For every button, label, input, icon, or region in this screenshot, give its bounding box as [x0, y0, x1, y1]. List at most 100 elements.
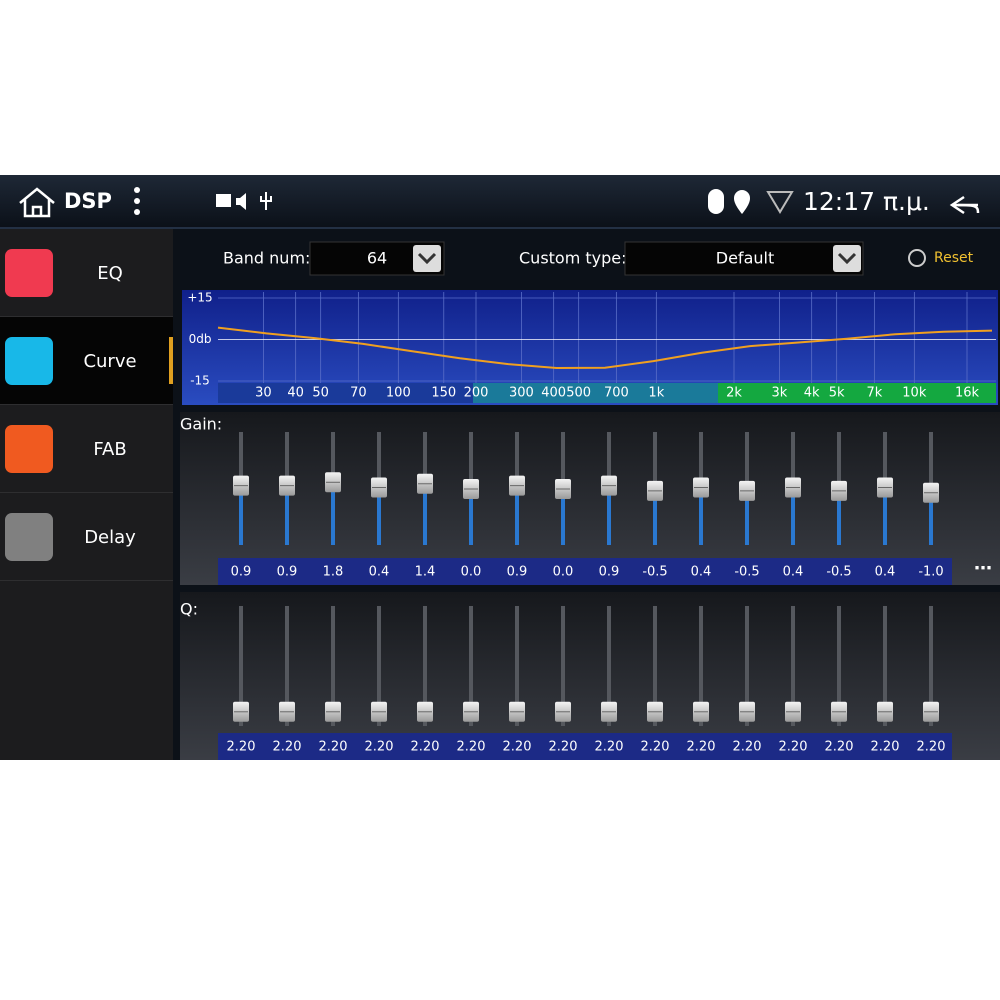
more-button[interactable]: ⋯ [974, 558, 992, 579]
q-value: 2.20 [227, 740, 256, 755]
freq-label: 2k [726, 386, 742, 401]
reset-label[interactable]: Reset [934, 250, 974, 266]
freq-strip-low [218, 383, 473, 403]
menu-button[interactable] [134, 187, 140, 215]
db-label: 0db [189, 332, 212, 346]
q-value: 2.20 [549, 740, 578, 755]
band-num-label: Band num: [223, 249, 310, 268]
q-track [239, 606, 243, 726]
gain-value: 0.0 [461, 565, 482, 580]
gain-track-fill [699, 487, 703, 545]
q-value: 2.20 [779, 740, 808, 755]
curve: 30 40 50 70 100 150 200 300 400 500 700 1k 2k 3k 4k 5k 7… [187, 291, 996, 401]
active-indicator [169, 337, 173, 384]
q-panel [180, 592, 1000, 760]
band-num-dropdown[interactable] [413, 245, 441, 272]
gain-track-fill [561, 489, 565, 545]
q-track [837, 606, 841, 726]
freq-label: 40 [287, 386, 304, 401]
band-num-value: 64 [367, 249, 387, 268]
gain-value: 0.9 [507, 565, 528, 580]
q-track [883, 606, 887, 726]
gain-track-fill [239, 485, 243, 545]
custom-type-value: Default [716, 249, 774, 268]
freq-label: 10k [902, 386, 927, 401]
q-value: 2.20 [595, 740, 624, 755]
q-track [791, 606, 795, 726]
gain-value: 1.4 [415, 565, 436, 580]
gain-value: 0.9 [599, 565, 620, 580]
q-track [653, 606, 657, 726]
gain-track-fill [745, 490, 749, 545]
q-track [377, 606, 381, 726]
freq-label: 500 [566, 386, 591, 401]
q-track [699, 606, 703, 726]
freq-label: 200 [464, 386, 489, 401]
back-arrow-tail [951, 203, 980, 214]
gain-track-fill [837, 490, 841, 545]
gain-track-fill [469, 489, 473, 545]
freq-strip-mid [473, 383, 718, 403]
gain-track-fill [515, 485, 519, 545]
q-value: 2.20 [917, 740, 946, 755]
q-value-strip [218, 733, 952, 760]
q-value: 2.20 [871, 740, 900, 755]
gain-value: 0.9 [231, 565, 252, 580]
gain-track-fill [653, 490, 657, 545]
q-value: 2.20 [503, 740, 532, 755]
q-value: 2.20 [825, 740, 854, 755]
gain-track-fill [285, 485, 289, 545]
freq-label: 3k [772, 386, 788, 401]
gain-track-fill [929, 492, 933, 545]
freq-strip-high [718, 383, 996, 403]
notification-icons [216, 192, 272, 210]
gain-value: -0.5 [642, 565, 667, 580]
q-track [331, 606, 335, 726]
custom-type-dropdown[interactable] [833, 245, 861, 272]
sidebar-icon [5, 249, 53, 297]
q-track [469, 606, 473, 726]
freq-label: 300 [509, 386, 534, 401]
custom-type-select[interactable] [624, 241, 864, 276]
gain-value: 1.8 [323, 565, 344, 580]
q-track [561, 606, 565, 726]
q-label: Q: [180, 600, 198, 619]
gain-value: 0.4 [369, 565, 390, 580]
status-bar [0, 175, 1000, 228]
freq-label: 16k [955, 386, 980, 401]
gain-value: -1.0 [918, 565, 943, 580]
q-value: 2.20 [411, 740, 440, 755]
app-title: DSP [64, 189, 112, 213]
sliders: 0.9 0.9 1.8 0.4 1.4 0.0 0.9 0.0 0.9 -0.5 0.4 -0.5 0.… [227, 432, 946, 755]
gain-value: 0.9 [277, 565, 298, 580]
q-track [745, 606, 749, 726]
gain-track-fill [607, 485, 611, 545]
gain-track-fill [377, 487, 381, 545]
q-track [515, 606, 519, 726]
q-value: 2.20 [733, 740, 762, 755]
q-value: 2.20 [365, 740, 394, 755]
q-track [285, 606, 289, 726]
gain-value: 0.4 [875, 565, 896, 580]
gain-track-fill [331, 482, 335, 545]
sidebar-icon [5, 513, 53, 561]
gain-panel [180, 412, 1000, 585]
sidebar-label: EQ [97, 263, 123, 284]
sidebar-items: EQ Curve FAB Delay [0, 229, 173, 581]
freq-label: 70 [350, 386, 367, 401]
db-label: -15 [190, 374, 210, 388]
gain-track-fill [791, 487, 795, 545]
gain-value: 0.0 [553, 565, 574, 580]
home-button[interactable] [19, 187, 55, 218]
gain-label: Gain: [180, 415, 222, 434]
freq-label: 150 [431, 386, 456, 401]
q-value: 2.20 [273, 740, 302, 755]
db-label: +15 [187, 291, 212, 305]
gain-value: -0.5 [734, 565, 759, 580]
reset-radio[interactable] [908, 249, 926, 267]
gain-track-fill [423, 483, 427, 545]
gain-track-fill [883, 487, 887, 545]
sidebar-label: Delay [84, 527, 136, 548]
q-value: 2.20 [457, 740, 486, 755]
